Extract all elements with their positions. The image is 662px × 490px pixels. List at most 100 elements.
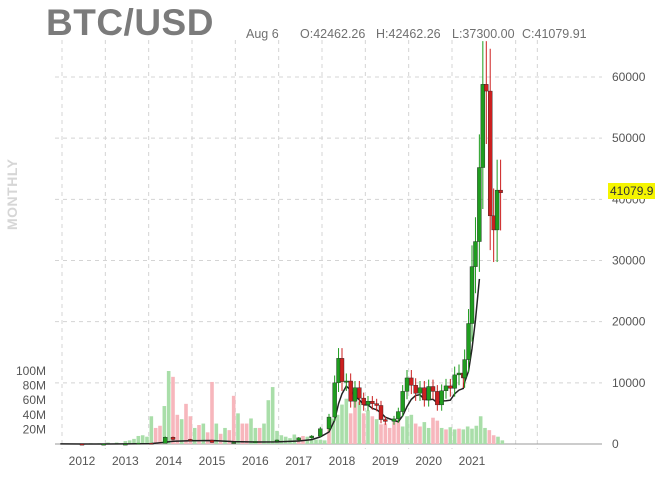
year-tick-label: 2020 [415, 454, 442, 468]
candle-body [409, 377, 414, 386]
volume-bar [452, 429, 457, 444]
volume-bars [88, 371, 505, 444]
candle-body [339, 358, 345, 382]
volume-bar [192, 427, 197, 444]
volume-bar [184, 403, 188, 444]
candle-body [253, 441, 258, 443]
candle-body [170, 437, 176, 440]
volume-tick-label: 20M [23, 422, 46, 436]
candle-body [498, 189, 503, 193]
candle-body [480, 84, 486, 168]
candle-body [426, 386, 431, 401]
candle-body [443, 385, 449, 391]
volume-bar [474, 425, 479, 444]
volume-bar [409, 414, 414, 444]
volume-bar [231, 395, 236, 444]
candle-body [318, 428, 323, 437]
candle-body [231, 442, 236, 444]
candle-body [365, 400, 371, 406]
volume-bar [478, 416, 483, 444]
candle-body [378, 405, 384, 420]
candle-body [456, 372, 462, 376]
volume-bar [253, 427, 258, 444]
volume-bar [136, 435, 141, 444]
volume-bar [383, 423, 388, 444]
candle-body [101, 443, 106, 446]
candle-body [404, 377, 410, 392]
volume-bar [266, 400, 271, 444]
volume-bar [431, 417, 435, 444]
candle-body [209, 440, 215, 443]
year-tick-label: 2013 [112, 454, 139, 468]
candle-body [374, 403, 379, 406]
ohlc-close: C:41079.91 [522, 27, 587, 41]
volume-bar [149, 416, 154, 444]
candle-body [435, 391, 440, 406]
candle-body [488, 90, 493, 217]
volume-bar [422, 422, 427, 444]
candlesticks [79, 41, 503, 446]
year-tick-label: 2012 [69, 454, 96, 468]
candle-body [188, 439, 193, 441]
volume-bar [331, 418, 336, 444]
volume-bar [140, 435, 145, 444]
volume-bar [318, 439, 323, 444]
time-axis: 2012 2013 2014 2015 2016 2017 2018 2019 2020 2021 [69, 454, 486, 468]
ohlc-high: H:42462.26 [376, 27, 441, 41]
volume-bar [270, 387, 275, 444]
volume-bar [218, 433, 223, 444]
volume-bar [214, 423, 219, 444]
volume-bar [236, 413, 240, 444]
candle-body [361, 397, 366, 406]
volume-bar [491, 435, 496, 444]
volume-bar [465, 426, 470, 444]
volume-bar [457, 428, 461, 444]
year-tick-label: 2021 [459, 454, 486, 468]
price-tick-label: 50000 [612, 131, 646, 145]
candle-body [413, 385, 418, 394]
volume-bar [500, 440, 505, 444]
volume-bar [132, 438, 136, 444]
ohlc-open: O:42462.26 [300, 27, 366, 41]
volume-bar [240, 423, 245, 444]
volume-bar [227, 430, 232, 444]
year-tick-label: 2017 [285, 454, 312, 468]
candle-body [370, 400, 375, 404]
volume-bar [327, 425, 331, 444]
volume-bar [435, 420, 440, 444]
chart-grid [55, 40, 602, 449]
volume-tick-label: 60M [23, 393, 46, 407]
volume-tick-label: 100M [16, 364, 46, 378]
candle-body [348, 380, 353, 402]
candle-body [352, 387, 358, 402]
volume-bar [483, 427, 487, 444]
candle-body [396, 411, 401, 420]
candle-body [417, 387, 423, 394]
ohlc-date: Aug 6 [246, 27, 279, 41]
moving-average-line [60, 278, 481, 445]
ohlc-low: L:37300.00 [452, 27, 515, 41]
volume-bar [387, 427, 392, 444]
candle-body [123, 443, 128, 446]
volume-bar [179, 419, 184, 444]
candle-body [430, 386, 436, 392]
volume-tick-label: 40M [23, 408, 46, 422]
price-tick-label: 0 [612, 437, 619, 451]
volume-bar [439, 427, 444, 444]
price-tick-label: 10000 [612, 376, 646, 390]
volume-bar [322, 440, 327, 444]
candle-body [391, 418, 397, 422]
candle-body [400, 391, 405, 412]
volume-bar [426, 427, 431, 444]
volume-bar [396, 419, 401, 444]
volume-bar [223, 427, 227, 444]
year-tick-label: 2019 [372, 454, 399, 468]
period-label: MONTHLY [4, 158, 20, 230]
volume-bar [448, 427, 453, 444]
candle-body [439, 390, 444, 406]
volume-bar [461, 429, 466, 444]
volume-bar [197, 425, 201, 444]
volume-bar [392, 422, 396, 444]
